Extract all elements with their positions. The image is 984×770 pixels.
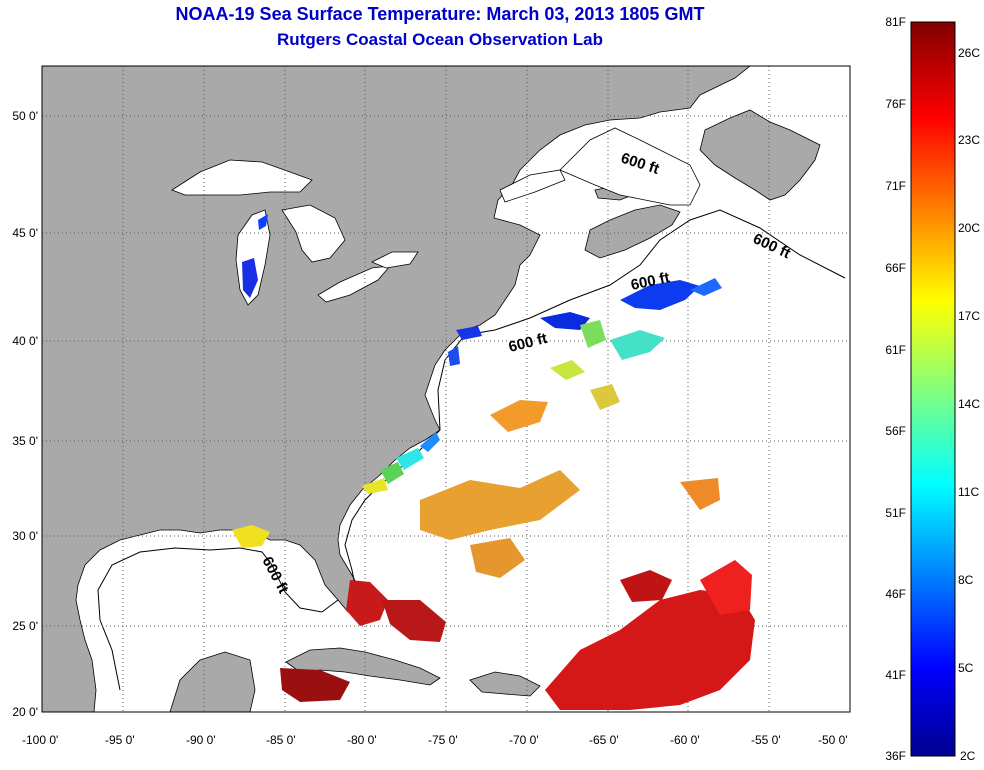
sst-patch-lake-michigan-north xyxy=(258,214,268,230)
sst-patch-gulf-yellow xyxy=(232,525,270,548)
colorbar-f-label: 41F xyxy=(885,668,906,682)
land-cuba xyxy=(285,647,441,686)
sst-patch-georges xyxy=(620,280,700,310)
land-nova-scotia xyxy=(584,204,681,259)
sst-patch-slope-green xyxy=(580,320,606,348)
sst-data xyxy=(232,214,755,710)
sst-patch-chesapeake xyxy=(448,346,460,366)
sst-patch-atlantic-red2 xyxy=(700,560,752,615)
sst-patch-stream-orange xyxy=(490,400,548,432)
sst-patch-slope-cyan xyxy=(610,330,665,360)
sst-patch-sargasso-orange2 xyxy=(470,538,525,578)
lon-tick-label: -50 0' xyxy=(818,733,848,747)
lake-huron xyxy=(281,204,346,263)
colorbar-f-label: 76F xyxy=(885,97,906,111)
lat-tick-label: 40 0' xyxy=(12,334,38,348)
lat-tick-label: 45 0' xyxy=(12,226,38,240)
lake-ontario xyxy=(371,251,419,269)
land-hispaniola xyxy=(469,671,541,697)
lake-superior xyxy=(171,159,313,196)
sst-patch-bahamas xyxy=(382,600,446,642)
isobath-600ft-gulf xyxy=(97,547,339,691)
sst-patch-ny-bight xyxy=(456,326,482,340)
gulf-st-lawrence xyxy=(559,127,701,206)
colorbar-f-label: 56F xyxy=(885,424,906,438)
sst-patch-cuba-south xyxy=(280,668,350,702)
colorbar-f-label: 61F xyxy=(885,343,906,357)
lon-axis: -100 0' -95 0' -90 0' -85 0' -80 0' -75 … xyxy=(22,733,848,747)
lat-tick-label: 25 0' xyxy=(12,619,38,633)
colorbar-c-label: 8C xyxy=(958,573,974,587)
sst-patch-atlantic-red1 xyxy=(545,590,755,710)
colorbar-c-label: 26C xyxy=(958,46,980,60)
colorbar-c-label: 14C xyxy=(958,397,980,411)
colorbar-c-label: 23C xyxy=(958,133,980,147)
land-yucatan xyxy=(169,651,256,713)
lake-erie xyxy=(317,265,391,303)
colorbar-f-label: 81F xyxy=(885,15,906,29)
colorbar-f-label: 36F xyxy=(885,749,906,763)
sst-patch-carolina-green xyxy=(380,462,404,484)
sst-patch-sargasso-orange3 xyxy=(680,478,720,510)
colorbar xyxy=(910,21,956,757)
lon-tick-label: -85 0' xyxy=(266,733,296,747)
colorbar-c-label: 2C xyxy=(960,749,976,763)
lat-tick-label: 20 0' xyxy=(12,705,38,719)
lon-tick-label: -60 0' xyxy=(670,733,700,747)
lat-tick-label: 50 0' xyxy=(12,109,38,123)
st-lawrence-river xyxy=(499,169,566,203)
sst-patch-atlantic-red3 xyxy=(620,570,672,602)
lon-tick-label: -65 0' xyxy=(589,733,619,747)
map-frame xyxy=(41,65,851,713)
colorbar-c-label: 17C xyxy=(958,309,980,323)
colorbar-f-label: 46F xyxy=(885,587,906,601)
map-title: NOAA-19 Sea Surface Temperature: March 0… xyxy=(175,4,705,24)
lon-tick-label: -75 0' xyxy=(428,733,458,747)
colorbar-f-label: 66F xyxy=(885,261,906,275)
sst-patch-carolina-blue xyxy=(420,432,440,452)
sst-patch-lake-michigan xyxy=(242,258,258,298)
colorbar-c-label: 11C xyxy=(958,485,979,499)
lat-tick-label: 35 0' xyxy=(12,434,38,448)
sst-patch-slope-yellow xyxy=(550,360,585,380)
colorbar-c-labels: 26C 23C 20C 17C 14C 11C 8C 5C 2C xyxy=(958,46,980,763)
lon-tick-label: -100 0' xyxy=(22,733,58,747)
lat-axis: 20 0' 25 0' 30 0' 35 0' 40 0' 45 0' 50 0… xyxy=(12,109,38,719)
lon-tick-label: -90 0' xyxy=(186,733,216,747)
lon-tick-label: -55 0' xyxy=(751,733,781,747)
colorbar-f-label: 71F xyxy=(885,179,906,193)
lon-tick-label: -95 0' xyxy=(105,733,135,747)
sst-patch-ne-blue xyxy=(690,278,722,296)
land-newfoundland xyxy=(699,109,821,201)
sst-patch-florida-keys xyxy=(346,580,388,626)
colorbar-f-labels: 81F 76F 71F 66F 61F 56F 51F 46F 41F 36F xyxy=(885,15,906,763)
land-north-america xyxy=(41,65,752,713)
lon-tick-label: -80 0' xyxy=(347,733,377,747)
lat-tick-label: 30 0' xyxy=(12,529,38,543)
sst-patch-gulf-maine xyxy=(540,312,590,330)
sst-patch-slope-yellow2 xyxy=(590,384,620,410)
sst-patch-sargasso-orange1 xyxy=(420,470,580,540)
sst-patch-carolina-cyan xyxy=(396,448,424,470)
colorbar-f-label: 51F xyxy=(885,506,906,520)
colorbar-c-label: 20C xyxy=(958,221,980,235)
lon-tick-label: -70 0' xyxy=(509,733,539,747)
colorbar-c-label: 5C xyxy=(958,661,974,675)
map-subtitle: Rutgers Coastal Ocean Observation Lab xyxy=(277,30,603,49)
sst-patch-carolina-yellow xyxy=(362,478,388,494)
